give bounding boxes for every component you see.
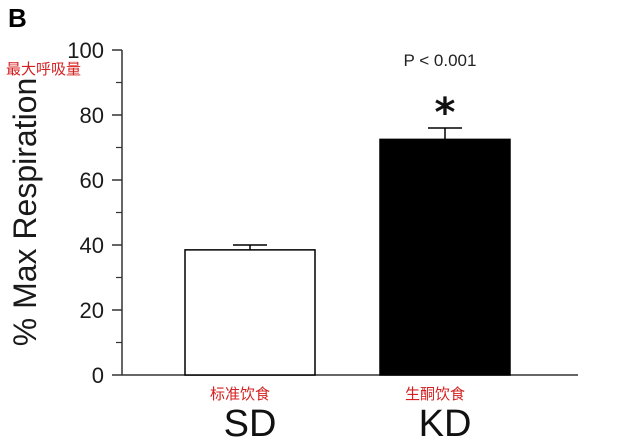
axes: 0 20 40 60 80 100: [67, 38, 578, 388]
bar-sd: [184, 249, 316, 376]
panel-label: B: [8, 3, 27, 33]
y-tick-label: 100: [67, 38, 104, 63]
y-tick-label: 60: [80, 168, 104, 193]
category-note-kd: 生酮饮食: [405, 385, 465, 403]
p-value-label: P < 0.001: [404, 51, 477, 70]
y-axis-label: % Max Respiration: [7, 78, 43, 347]
category-note-sd: 标准饮食: [210, 385, 270, 403]
y-tick-label: 0: [92, 363, 104, 388]
x-category-label-sd: SD: [224, 403, 277, 445]
bar-kd: [379, 138, 511, 376]
significance-marker: *: [435, 90, 456, 136]
x-category-label-kd: KD: [419, 403, 472, 445]
y-tick-label: 40: [80, 233, 104, 258]
y-axis-note: 最大呼吸量: [6, 60, 81, 78]
y-tick-label: 80: [80, 103, 104, 128]
y-tick-label: 20: [80, 298, 104, 323]
